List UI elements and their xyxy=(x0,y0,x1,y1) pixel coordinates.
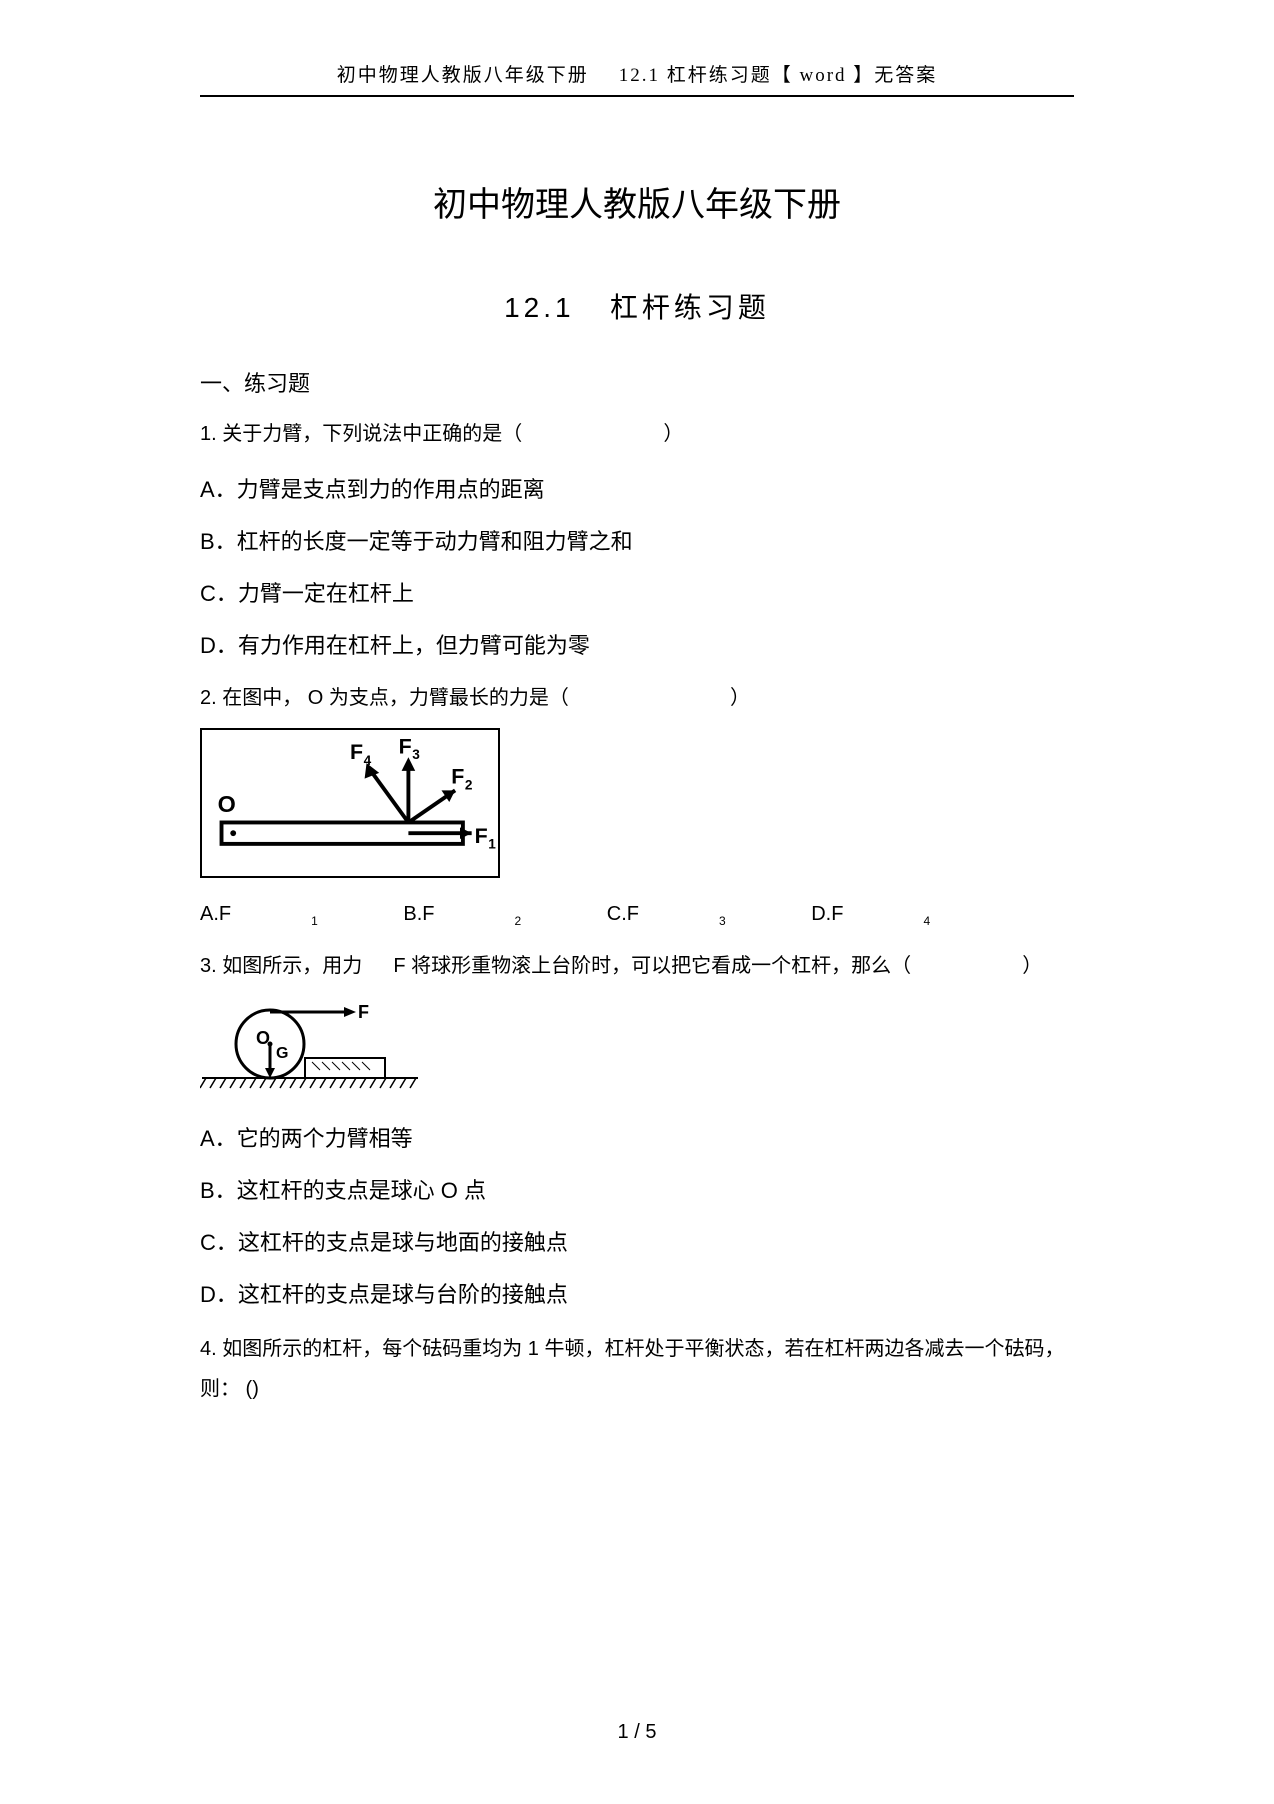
q2-close: ） xyxy=(730,687,750,709)
q3-figure: O G F xyxy=(200,996,1074,1101)
q3-optA: A．它的两个力臂相等 xyxy=(200,1121,1074,1153)
q3-num: 3. xyxy=(200,955,217,977)
q3-text-a: 如图所示，用力 xyxy=(222,955,362,977)
title-main: 初中物理人教版八年级下册 xyxy=(200,177,1074,226)
q1-stem: 1. 关于力臂，下列说法中正确的是（ ） xyxy=(200,416,1074,452)
q2-figure: O F 1 F 2 F 3 F 4 xyxy=(200,728,1074,883)
title-sub-text: 杠杆练习题 xyxy=(610,292,770,323)
svg-text:F: F xyxy=(350,740,363,764)
section-heading: 一、练习题 xyxy=(200,366,1074,398)
q2-text: 在图中， O 为支点，力臂最长的力是（ xyxy=(222,687,569,709)
q1-close: ） xyxy=(663,423,683,445)
q2-num: 2. xyxy=(200,687,217,709)
q4-text: 如图所示的杠杆，每个砝码重均为 1 牛顿，杠杆处于平衡状态，若在杠杆两边各减去一… xyxy=(200,1338,1065,1400)
svg-text:4: 4 xyxy=(364,753,372,768)
q2-stem: 2. 在图中， O 为支点，力臂最长的力是（ ） xyxy=(200,680,1074,716)
header-left: 初中物理人教版八年级下册 xyxy=(337,65,589,86)
q3-optB: B．这杠杆的支点是球心 O 点 xyxy=(200,1173,1074,1205)
svg-text:1: 1 xyxy=(488,837,496,852)
svg-text:F: F xyxy=(399,734,412,758)
q3-text-b: F 将球形重物滚上台阶时，可以把它看成一个杠杆，那么（ xyxy=(393,955,911,977)
svg-text:F: F xyxy=(358,1002,369,1022)
q3-stem: 3. 如图所示，用力 F 将球形重物滚上台阶时，可以把它看成一个杠杆，那么（ ） xyxy=(200,948,1074,984)
q3-optC: C．这杠杆的支点是球与地面的接触点 xyxy=(200,1225,1074,1257)
page-number: 1 / 5 xyxy=(0,1721,1274,1744)
page-header: 初中物理人教版八年级下册 12.1 杠杆练习题【 word 】无答案 xyxy=(200,60,1074,97)
header-right: 12.1 杠杆练习题【 word 】无答案 xyxy=(619,65,938,86)
q2-optC: C.F3 xyxy=(607,903,726,928)
q2-optB: B.F2 xyxy=(403,903,521,928)
q2-optA: A.F1 xyxy=(200,903,318,928)
title-sub: 12.1 杠杆练习题 xyxy=(200,286,1074,326)
q1-num: 1. xyxy=(200,423,217,445)
q2-optD: D.F4 xyxy=(811,903,930,928)
svg-text:G: G xyxy=(276,1045,288,1062)
q1-optC: C．力臂一定在杠杆上 xyxy=(200,576,1074,608)
svg-text:F: F xyxy=(475,824,488,848)
svg-text:F: F xyxy=(451,765,464,789)
svg-text:O: O xyxy=(218,791,236,817)
q4-num: 4. xyxy=(200,1338,217,1360)
svg-text:3: 3 xyxy=(412,747,420,762)
q1-optB: B．杠杆的长度一定等于动力臂和阻力臂之和 xyxy=(200,524,1074,556)
q3-close: ） xyxy=(1022,955,1042,977)
q1-text: 关于力臂，下列说法中正确的是（ xyxy=(222,423,522,445)
q1-optA: A．力臂是支点到力的作用点的距离 xyxy=(200,472,1074,504)
svg-text:2: 2 xyxy=(465,777,473,792)
q3-optD: D．这杠杆的支点是球与台阶的接触点 xyxy=(200,1277,1074,1309)
q4-stem: 4. 如图所示的杠杆，每个砝码重均为 1 牛顿，杠杆处于平衡状态，若在杠杆两边各… xyxy=(200,1329,1074,1409)
title-sub-num: 12.1 xyxy=(504,292,575,323)
svg-text:O: O xyxy=(256,1028,270,1048)
q2-options: A.F1 B.F2 C.F3 D.F4 xyxy=(200,903,1074,928)
q1-optD: D．有力作用在杠杆上，但力臂可能为零 xyxy=(200,628,1074,660)
